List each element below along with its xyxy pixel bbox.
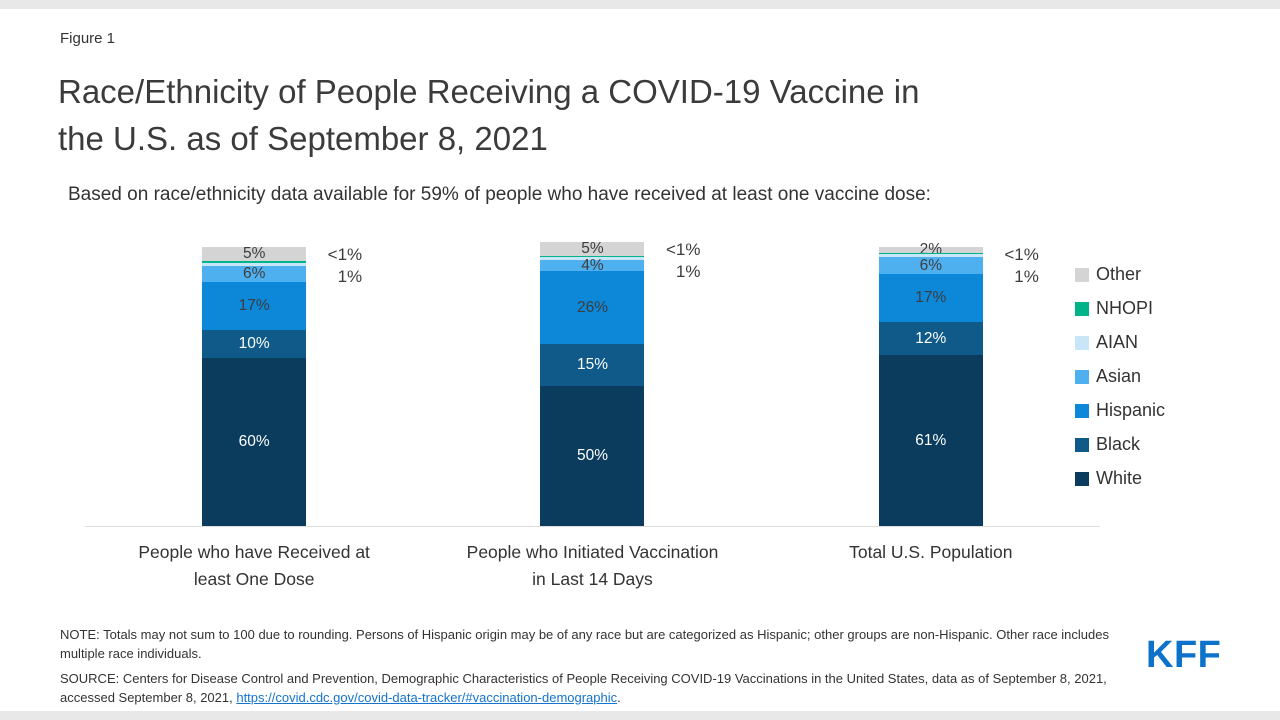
segment-label-other: 5% bbox=[242, 245, 266, 263]
bars-area: 5% 6% 17% 10% 60% <1% 1% People who have Receiv… bbox=[85, 239, 1100, 590]
segment-label-white: 50% bbox=[576, 447, 608, 465]
source-text: SOURCE: Centers for Disease Control and … bbox=[60, 670, 1107, 705]
legend-label: Asian bbox=[1096, 366, 1142, 386]
legend-swatch bbox=[1075, 403, 1089, 418]
segment-white: 50% bbox=[540, 386, 645, 526]
legend-swatch bbox=[1075, 335, 1089, 350]
segment-black: 15% bbox=[540, 344, 645, 386]
legend-label: White bbox=[1096, 468, 1143, 488]
segment-hispanic: 26% bbox=[540, 271, 645, 344]
title-line: Race/Ethnicity of People Receiving a COV… bbox=[58, 73, 920, 110]
bottom-edge-strip bbox=[0, 711, 1280, 720]
stacked-bar: 2% 6% 17% 12% 61% bbox=[878, 242, 983, 526]
stacked-bar: 5% 4% 26% 15% 50% bbox=[540, 239, 645, 526]
bar-wrap: 2% 6% 17% 12% 61% <1% 1% bbox=[878, 242, 1039, 526]
segment-label-aian: 1% bbox=[675, 261, 701, 281]
legend-item-asian: Asian bbox=[1075, 366, 1165, 387]
external-labels: <1% 1% bbox=[991, 244, 1039, 288]
top-edge-strip bbox=[0, 0, 1280, 9]
legend-label: Other bbox=[1096, 264, 1142, 284]
legend-swatch bbox=[1075, 301, 1089, 316]
legend-swatch bbox=[1075, 471, 1089, 486]
legend-swatch bbox=[1075, 437, 1089, 452]
segment-other: 5% bbox=[202, 245, 307, 263]
bar-group: 5% 4% 26% 15% 50% <1% 1% People who Initiated V… bbox=[423, 239, 761, 590]
segment-asian: 4% bbox=[540, 256, 645, 274]
title-line: the U.S. as of September 8, 2021 bbox=[58, 120, 548, 157]
segment-label-nhopi: <1% bbox=[665, 239, 701, 259]
note-text: NOTE: Totals may not sum to 100 due to r… bbox=[60, 627, 1109, 661]
segment-black: 12% bbox=[878, 321, 983, 356]
segment-label-asian: 4% bbox=[581, 256, 604, 274]
source-link[interactable]: https://covid.cdc.gov/covid-data-tracker… bbox=[236, 689, 618, 705]
segment-label-aian: 1% bbox=[337, 267, 363, 287]
segment-nhopi bbox=[202, 261, 307, 263]
legend-item-black: Black bbox=[1075, 434, 1165, 455]
chart-title: Race/Ethnicity of People Receiving a COV… bbox=[58, 68, 919, 162]
segment-aian bbox=[878, 254, 983, 258]
segment-other: 5% bbox=[540, 239, 645, 257]
segment-hispanic: 17% bbox=[202, 282, 307, 330]
stacked-bar: 5% 6% 17% 10% 60% bbox=[202, 245, 307, 526]
bar-group: 5% 6% 17% 10% 60% <1% 1% People who have Receiv… bbox=[85, 245, 423, 589]
legend-item-white: White bbox=[1075, 468, 1165, 489]
legend-label: AIAN bbox=[1096, 332, 1139, 352]
chart-subtitle: Based on race/ethnicity data available f… bbox=[68, 184, 931, 205]
segment-label-other: 5% bbox=[581, 239, 604, 257]
segment-label-black: 10% bbox=[238, 335, 270, 353]
segment-label-black: 12% bbox=[915, 329, 947, 347]
external-labels: <1% 1% bbox=[652, 239, 701, 283]
legend-swatch bbox=[1075, 267, 1089, 282]
legend-label: Black bbox=[1096, 434, 1141, 454]
segment-label-hispanic: 17% bbox=[238, 297, 270, 315]
segment-nhopi bbox=[540, 255, 645, 258]
notes: NOTE: Totals may not sum to 100 due to r… bbox=[60, 626, 1128, 713]
segment-label-nhopi: <1% bbox=[1004, 245, 1039, 265]
category-label: People who Initiated Vaccination in Last… bbox=[466, 542, 719, 590]
segment-label-white: 61% bbox=[915, 431, 947, 449]
segment-nhopi bbox=[878, 252, 983, 255]
stacked-bar-chart: 5% 6% 17% 10% 60% <1% 1% People who have Receiv… bbox=[85, 239, 1100, 590]
legend-item-other: Other bbox=[1075, 264, 1165, 285]
segment-label-asian: 6% bbox=[242, 265, 266, 283]
category-label: Total U.S. Population bbox=[849, 542, 1013, 562]
bar-group: 2% 6% 17% 12% 61% <1% 1% Total U.S. Population bbox=[762, 242, 1100, 562]
figure-label: Figure 1 bbox=[60, 30, 116, 47]
segment-label-aian: 1% bbox=[1014, 267, 1039, 287]
segment-label-hispanic: 26% bbox=[576, 298, 608, 316]
legend-item-aian: AIAN bbox=[1075, 332, 1165, 353]
segment-label-hispanic: 17% bbox=[915, 289, 947, 307]
segment-label-asian: 6% bbox=[919, 256, 943, 274]
segment-asian: 6% bbox=[202, 265, 307, 283]
kff-logo: KFF bbox=[1146, 634, 1222, 676]
legend-swatch bbox=[1075, 369, 1089, 384]
external-labels: <1% 1% bbox=[314, 244, 363, 288]
segment-black: 10% bbox=[202, 330, 307, 358]
segment-label-white: 60% bbox=[238, 433, 270, 451]
legend-item-nhopi: NHOPI bbox=[1075, 298, 1165, 319]
chart-legend: Other NHOPI AIAN Asian Hispanic Black White bbox=[1075, 264, 1165, 489]
segment-label-nhopi: <1% bbox=[327, 245, 363, 265]
segment-aian bbox=[540, 257, 645, 261]
segment-label-black: 15% bbox=[576, 356, 608, 374]
category-label: People who have Received at least One Do… bbox=[138, 542, 370, 590]
bar-wrap: 5% 6% 17% 10% 60% <1% 1% bbox=[202, 245, 362, 526]
legend-label: Hispanic bbox=[1096, 400, 1166, 420]
segment-hispanic: 17% bbox=[878, 274, 983, 322]
bar-wrap: 5% 4% 26% 15% 50% <1% 1% bbox=[540, 239, 700, 526]
legend-item-hispanic: Hispanic bbox=[1075, 400, 1165, 421]
source-suffix: . bbox=[617, 689, 621, 705]
segment-white: 61% bbox=[878, 355, 983, 526]
legend-label: NHOPI bbox=[1096, 298, 1154, 318]
source-paragraph: SOURCE: Centers for Disease Control and … bbox=[60, 670, 1128, 708]
segment-asian: 6% bbox=[878, 256, 983, 275]
segment-white: 60% bbox=[202, 358, 307, 526]
segment-aian bbox=[202, 262, 307, 266]
